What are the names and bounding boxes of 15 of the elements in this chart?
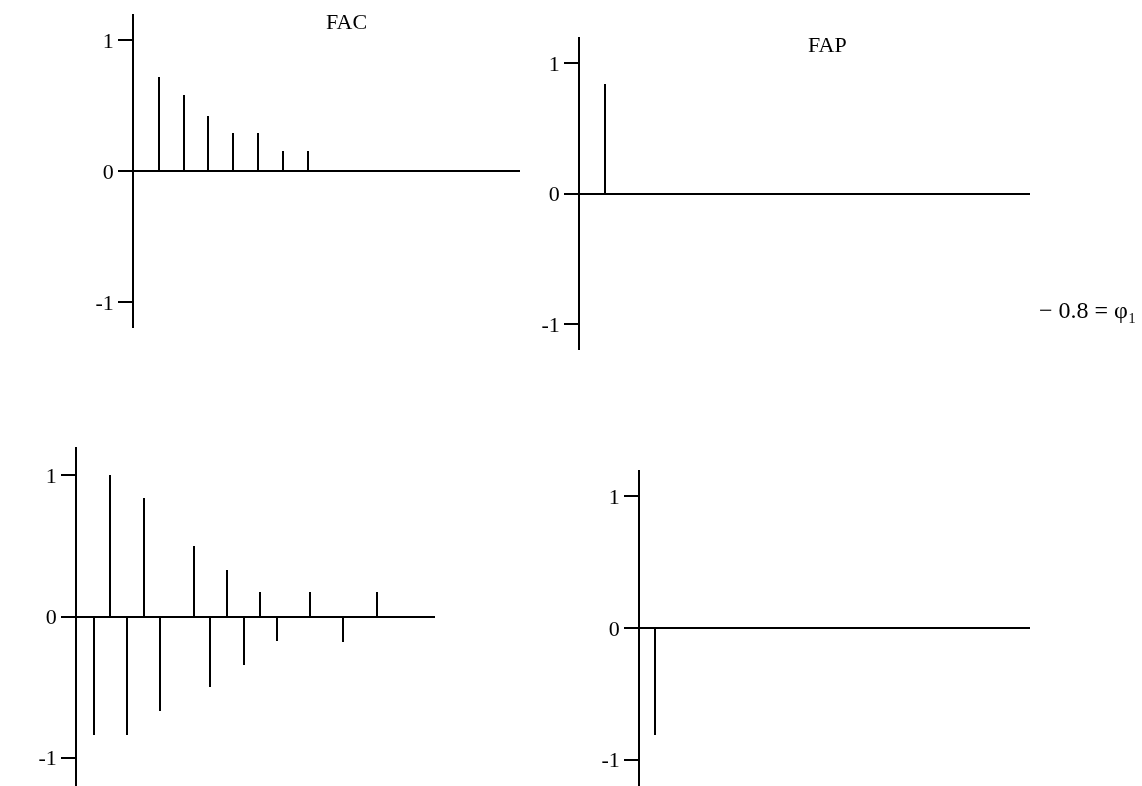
text: − 0.8 = φ₁	[1039, 297, 1137, 323]
y-tick-label: 0	[45, 604, 57, 630]
y-tick-label: -1	[601, 747, 620, 773]
y-tick-label: -1	[541, 311, 560, 337]
y-tick-label: 0	[608, 615, 620, 641]
chart-title: FAC	[326, 9, 368, 34]
y-tick-label: -1	[95, 289, 114, 315]
y-tick-label: 0	[102, 158, 114, 184]
y-tick-label: 0	[548, 181, 560, 207]
y-tick-label: 1	[102, 27, 114, 53]
y-tick-label: -1	[38, 745, 57, 771]
y-tick-label: 1	[608, 484, 620, 510]
chart-title: FAP	[808, 32, 847, 57]
y-tick-label: 1	[548, 50, 560, 76]
y-tick-label: 1	[45, 462, 57, 488]
